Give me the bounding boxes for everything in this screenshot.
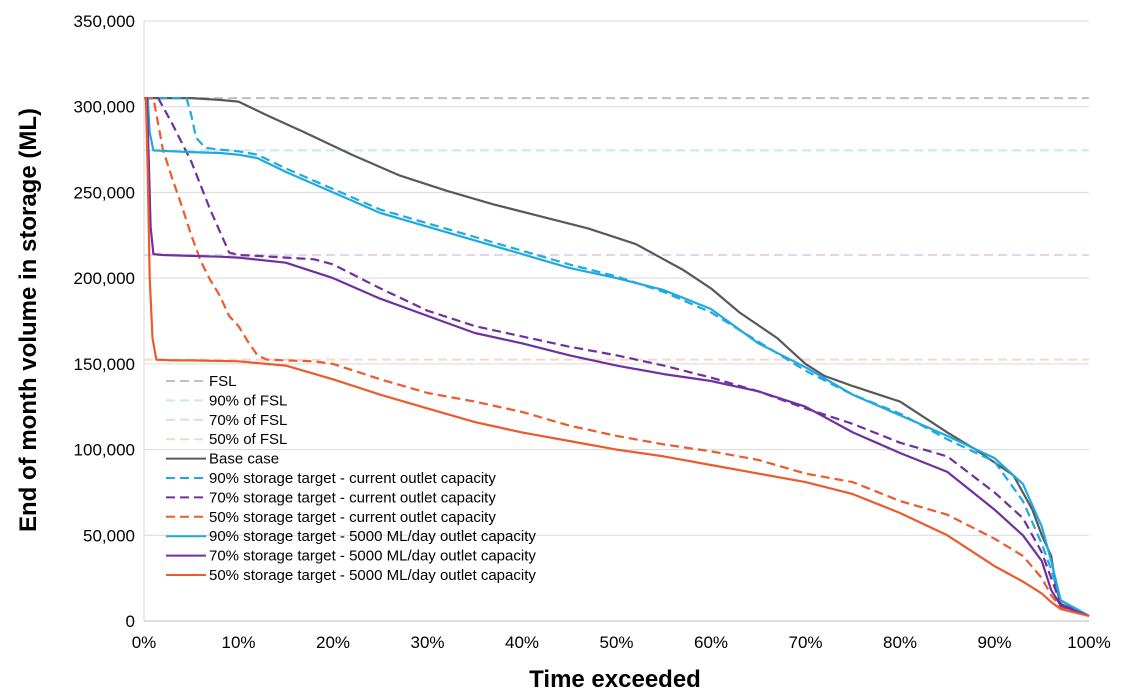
x-tick-label: 40% (505, 633, 539, 652)
x-tick-label: 30% (410, 633, 444, 652)
legend-label: 70% of FSL (209, 412, 287, 429)
x-tick-label: 100% (1067, 633, 1110, 652)
legend-label: 50% storage target - current outlet capa… (209, 509, 496, 526)
y-tick-label: 250,000 (74, 183, 135, 202)
y-tick-label: 100,000 (74, 441, 135, 460)
x-tick-label: 50% (599, 633, 633, 652)
series-line-9 (144, 96, 1090, 617)
y-tick-label: 150,000 (74, 355, 135, 374)
x-tick-label: 10% (221, 633, 255, 652)
x-tick-label: 90% (977, 633, 1011, 652)
y-axis-title: End of month volume in storage (ML) (15, 108, 42, 532)
legend-label: 50% of FSL (209, 431, 287, 448)
series-line-10 (144, 96, 1090, 617)
y-tick-label: 200,000 (74, 269, 135, 288)
series-line-6 (144, 96, 1090, 617)
x-tick-label: 60% (694, 633, 728, 652)
legend-label: 70% storage target - current outlet capa… (209, 489, 496, 506)
legend-label: FSL (209, 373, 237, 390)
series-line-11 (144, 96, 1090, 617)
y-tick-label: 350,000 (74, 12, 135, 31)
legend-label: 90% storage target - current outlet capa… (209, 470, 496, 487)
series-line-7 (144, 96, 1090, 617)
x-tick-label: 0% (132, 633, 157, 652)
tick-labels: 0 50,000 100,000 150,000 200,000 250,000 300,0… (74, 12, 1111, 652)
y-tick-label: 0 (126, 612, 135, 631)
y-tick-label: 300,000 (74, 98, 135, 117)
legend: FSL 90% of FSL 70% of FSL 50% of FSL Base ca… (166, 373, 536, 584)
grid (144, 20, 1089, 536)
x-tick-label: 20% (316, 633, 350, 652)
x-tick-label: 70% (788, 633, 822, 652)
legend-label: 90% storage target - 5000 ML/day outlet … (209, 528, 536, 545)
series-lines (144, 96, 1090, 617)
y-tick-label: 50,000 (83, 526, 135, 545)
legend-label: 70% storage target - 5000 ML/day outlet … (209, 548, 536, 565)
legend-label: 50% storage target - 5000 ML/day outlet … (209, 567, 536, 584)
x-axis-title: Time exceeded (529, 666, 701, 693)
axes (143, 21, 1089, 622)
series-line-5 (144, 96, 1090, 617)
x-tick-label: 80% (883, 633, 917, 652)
legend-label: Base case (209, 451, 279, 468)
legend-label: 90% of FSL (209, 392, 287, 409)
